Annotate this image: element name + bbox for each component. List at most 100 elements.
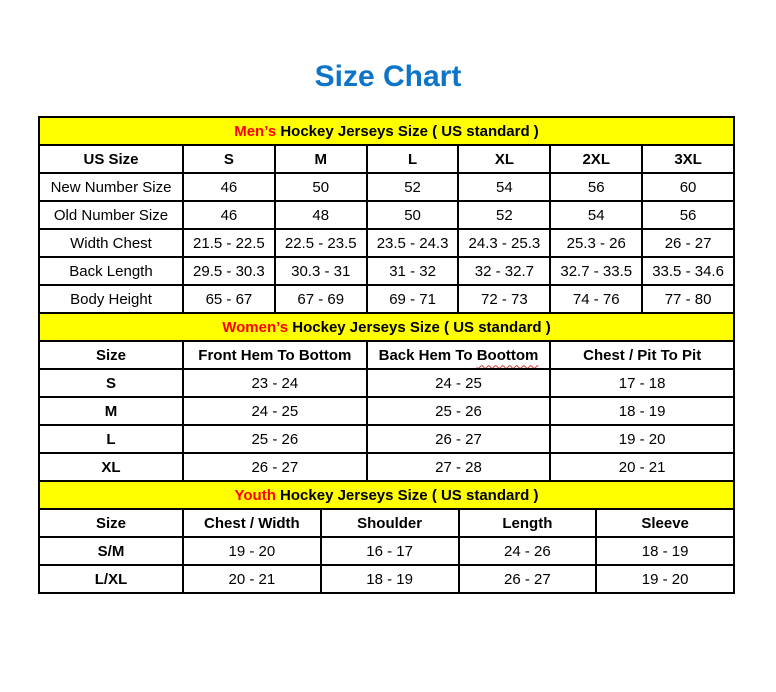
youth-section-banner: Youth Hockey Jerseys Size ( US standard … bbox=[38, 480, 735, 510]
table-row: XL 26 - 27 27 - 28 20 - 21 bbox=[38, 452, 735, 482]
table-cell: 32 - 32.7 bbox=[457, 256, 552, 286]
table-cell: 29.5 - 30.3 bbox=[182, 256, 276, 286]
table-cell: 23.5 - 24.3 bbox=[365, 228, 460, 258]
table-cell: 50 bbox=[365, 200, 460, 230]
mens-size-table: Men’s Hockey Jerseys Size ( US standard … bbox=[38, 116, 735, 314]
table-cell: 18 - 19 bbox=[595, 536, 735, 566]
row-label-l-xl: L/XL bbox=[38, 564, 184, 594]
column-header-3xl: 3XL bbox=[641, 144, 735, 174]
table-cell: 25 - 26 bbox=[182, 424, 368, 454]
column-header-front-hem-to-bottom: Front Hem To Bottom bbox=[182, 340, 368, 370]
banner-highlight: Women’s bbox=[222, 318, 289, 336]
table-cell: 46 bbox=[182, 172, 276, 202]
banner-highlight: Youth bbox=[234, 486, 276, 504]
column-header-chest-pit-to-pit: Chest / Pit To Pit bbox=[549, 340, 735, 370]
table-cell: 16 - 17 bbox=[319, 536, 460, 566]
table-row: S/M 19 - 20 16 - 17 24 - 26 18 - 19 bbox=[38, 536, 735, 566]
column-header-length: Length bbox=[457, 508, 598, 538]
row-label-new-number-size: New Number Size bbox=[38, 172, 184, 202]
table-row: New Number Size 46 50 52 54 56 60 bbox=[38, 172, 735, 202]
table-cell: 19 - 20 bbox=[182, 536, 322, 566]
size-chart-sheet: Size Chart Men’s Hockey Jerseys Size ( U… bbox=[38, 60, 735, 594]
table-cell: 20 - 21 bbox=[182, 564, 322, 594]
table-cell: 19 - 20 bbox=[595, 564, 735, 594]
table-cell: 52 bbox=[365, 172, 460, 202]
row-label-body-height: Body Height bbox=[38, 284, 184, 314]
column-header-chest-width: Chest / Width bbox=[182, 508, 322, 538]
table-cell: 24 - 25 bbox=[365, 368, 552, 398]
table-cell: 56 bbox=[549, 172, 644, 202]
table-cell: 26 - 27 bbox=[182, 452, 368, 482]
column-header-size: Size bbox=[38, 340, 184, 370]
table-cell: 24 - 25 bbox=[182, 396, 368, 426]
table-cell: 67 - 69 bbox=[273, 284, 368, 314]
column-header-us-size: US Size bbox=[38, 144, 184, 174]
table-cell: 31 - 32 bbox=[365, 256, 460, 286]
page-title: Size Chart bbox=[314, 60, 462, 93]
column-header-xl: XL bbox=[457, 144, 552, 174]
row-label-old-number-size: Old Number Size bbox=[38, 200, 184, 230]
table-cell: 20 - 21 bbox=[549, 452, 735, 482]
banner-highlight: Men’s bbox=[234, 122, 277, 140]
table-cell: 19 - 20 bbox=[549, 424, 735, 454]
row-label-l: L bbox=[38, 424, 184, 454]
youth-size-table: Youth Hockey Jerseys Size ( US standard … bbox=[38, 480, 735, 594]
table-cell: 77 - 80 bbox=[641, 284, 735, 314]
mens-section-banner: Men’s Hockey Jerseys Size ( US standard … bbox=[38, 116, 735, 146]
table-cell: 52 bbox=[457, 200, 552, 230]
table-cell: 32.7 - 33.5 bbox=[549, 256, 644, 286]
row-label-s: S bbox=[38, 368, 184, 398]
table-cell: 30.3 - 31 bbox=[273, 256, 368, 286]
table-cell: 25 - 26 bbox=[365, 396, 552, 426]
table-cell: 26 - 27 bbox=[641, 228, 735, 258]
table-cell: 48 bbox=[273, 200, 368, 230]
table-row: Body Height 65 - 67 67 - 69 69 - 71 72 - 73 7… bbox=[38, 284, 735, 314]
column-header-shoulder: Shoulder bbox=[319, 508, 460, 538]
table-cell: 26 - 27 bbox=[365, 424, 552, 454]
row-label-xl: XL bbox=[38, 452, 184, 482]
tables-container: Men’s Hockey Jerseys Size ( US standard … bbox=[38, 116, 735, 594]
table-row: L 25 - 26 26 - 27 19 - 20 bbox=[38, 424, 735, 454]
table-cell: 46 bbox=[182, 200, 276, 230]
table-cell: 17 - 18 bbox=[549, 368, 735, 398]
table-cell: 69 - 71 bbox=[365, 284, 460, 314]
table-row: Old Number Size 46 48 50 52 54 56 bbox=[38, 200, 735, 230]
banner-rest: Hockey Jerseys Size ( US standard ) bbox=[275, 486, 539, 504]
table-cell: 72 - 73 bbox=[457, 284, 552, 314]
column-header-m: M bbox=[273, 144, 368, 174]
table-row: M 24 - 25 25 - 26 18 - 19 bbox=[38, 396, 735, 426]
table-cell: 26 - 27 bbox=[457, 564, 598, 594]
table-cell: 56 bbox=[641, 200, 735, 230]
table-cell: 24.3 - 25.3 bbox=[457, 228, 552, 258]
row-label-width-chest: Width Chest bbox=[38, 228, 184, 258]
banner-rest: Hockey Jerseys Size ( US standard ) bbox=[288, 318, 551, 336]
table-cell: 21.5 - 22.5 bbox=[182, 228, 276, 258]
table-row: Width Chest 21.5 - 22.5 22.5 - 23.5 23.5 - … bbox=[38, 228, 735, 258]
table-cell: 54 bbox=[549, 200, 644, 230]
table-cell: 50 bbox=[273, 172, 368, 202]
table-row: S 23 - 24 24 - 25 17 - 18 bbox=[38, 368, 735, 398]
row-label-s-m: S/M bbox=[38, 536, 184, 566]
table-cell: 24 - 26 bbox=[457, 536, 598, 566]
table-cell: 27 - 28 bbox=[365, 452, 552, 482]
column-header-size: Size bbox=[38, 508, 184, 538]
table-cell: 18 - 19 bbox=[319, 564, 460, 594]
table-cell: 18 - 19 bbox=[549, 396, 735, 426]
table-cell: 65 - 67 bbox=[182, 284, 276, 314]
table-cell: 54 bbox=[457, 172, 552, 202]
womens-section-banner: Women’s Hockey Jerseys Size ( US standar… bbox=[38, 312, 735, 342]
misspelled-word-squiggle: Boottom bbox=[476, 346, 539, 364]
banner-rest: Hockey Jerseys Size ( US standard ) bbox=[276, 122, 539, 140]
table-cell: 60 bbox=[641, 172, 735, 202]
column-header-s: S bbox=[182, 144, 276, 174]
column-header-back-hem-to-boottom: Back Hem To Boottom bbox=[365, 340, 552, 370]
row-label-m: M bbox=[38, 396, 184, 426]
womens-size-table: Women’s Hockey Jerseys Size ( US standar… bbox=[38, 312, 735, 482]
table-cell: 23 - 24 bbox=[182, 368, 368, 398]
column-header-sleeve: Sleeve bbox=[595, 508, 735, 538]
table-cell: 25.3 - 26 bbox=[549, 228, 644, 258]
table-cell: 74 - 76 bbox=[549, 284, 644, 314]
table-row: Back Length 29.5 - 30.3 30.3 - 31 31 - 32 32… bbox=[38, 256, 735, 286]
table-cell: 33.5 - 34.6 bbox=[641, 256, 735, 286]
table-row: L/XL 20 - 21 18 - 19 26 - 27 19 - 20 bbox=[38, 564, 735, 594]
